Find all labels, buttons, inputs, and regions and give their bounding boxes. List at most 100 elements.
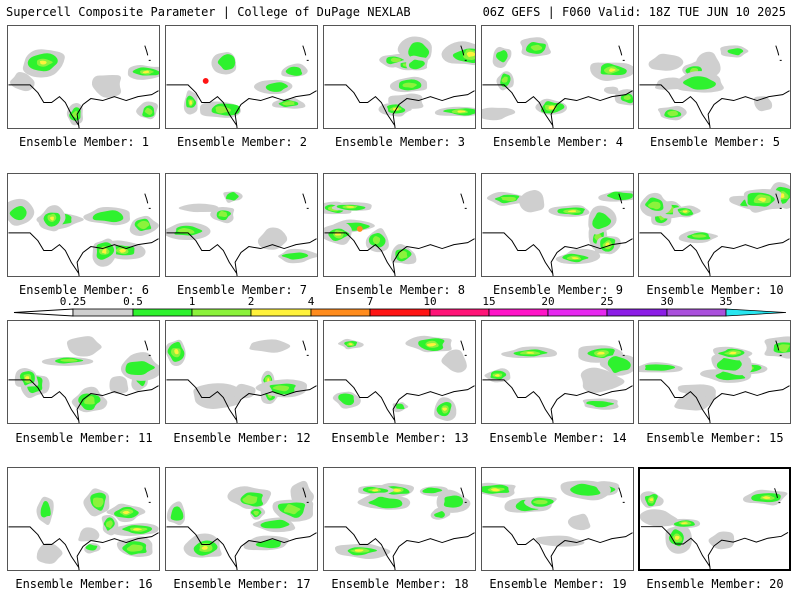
scp-contour (85, 544, 98, 551)
ensemble-member-label: Ensemble Member: 13 (331, 431, 469, 445)
scp-contour (189, 100, 193, 105)
scp-contour (729, 351, 737, 355)
ensemble-panel-11[interactable] (7, 320, 160, 424)
island-outline (460, 45, 467, 61)
scp-contour (193, 383, 242, 409)
colorbar-tick-label: 35 (719, 295, 733, 308)
coastline (324, 84, 475, 128)
scp-contour (368, 496, 403, 509)
ensemble-panel-19[interactable] (481, 467, 634, 571)
scp-contour (682, 210, 688, 213)
coastline (640, 526, 789, 569)
coastline (166, 379, 317, 423)
scp-contour (109, 376, 129, 394)
scp-contour (338, 393, 355, 406)
coastline (8, 232, 159, 276)
ensemble-member-label: Ensemble Member: 3 (334, 135, 466, 149)
colorbar-segment (666, 308, 727, 317)
scp-contour (133, 528, 142, 531)
colorbar-segment (72, 308, 134, 317)
ensemble-panel-5[interactable] (638, 25, 791, 129)
ensemble-panel-7[interactable] (165, 173, 318, 277)
ensemble-panel-9[interactable] (481, 173, 634, 277)
colorbar-low-end (13, 308, 74, 317)
ensemble-panel-20[interactable] (638, 467, 791, 571)
ensemble-panel-15[interactable] (638, 320, 791, 424)
colorbar-tick-label: 1 (188, 295, 196, 308)
coastline (8, 84, 159, 128)
ensemble-panel-4[interactable] (481, 25, 634, 129)
scp-contour (649, 498, 654, 502)
run-info: 06Z GEFS | F060 Valid: 18Z TUE JUN 10 20… (482, 5, 786, 19)
ensemble-member-label: Ensemble Member: 5 (649, 135, 781, 149)
scp-contour (92, 210, 124, 223)
island-outline (460, 193, 467, 209)
ensemble-panel-17[interactable] (165, 467, 318, 571)
scp-contour (285, 66, 303, 76)
scp-contour (105, 520, 113, 529)
colorbar-tick-label: 7 (366, 295, 374, 308)
scp-contour (265, 82, 288, 92)
ensemble-panel-8[interactable] (323, 173, 476, 277)
colorbar-segment (725, 308, 787, 317)
scp-contour (691, 234, 707, 238)
scp-contour (776, 344, 790, 353)
ensemble-panel-18[interactable] (323, 467, 476, 571)
scp-contour (282, 101, 295, 106)
scp-contour (441, 349, 467, 373)
scp-contour (217, 54, 236, 71)
scp-map (324, 36, 475, 128)
scp-map (639, 182, 790, 276)
scp-contour (640, 509, 679, 527)
scp-maximum (356, 225, 363, 232)
scp-contour (396, 403, 405, 410)
scp-contour (354, 549, 364, 552)
scp-maximum (202, 77, 209, 84)
coastline (639, 84, 790, 128)
island-outline (618, 487, 625, 503)
scp-contour (727, 48, 744, 56)
scp-map (166, 480, 317, 570)
scp-contour (92, 497, 104, 508)
scp-map (8, 45, 159, 128)
scp-map (482, 37, 633, 128)
ensemble-panel-16[interactable] (7, 467, 160, 571)
scp-contour (402, 82, 417, 88)
scp-contour (607, 356, 631, 373)
coastline (166, 526, 317, 570)
scp-contour (170, 506, 184, 521)
ensemble-panel-3[interactable] (323, 25, 476, 129)
scp-contour (592, 212, 612, 230)
scp-contour (390, 57, 401, 63)
ensemble-panel-10[interactable] (638, 173, 791, 277)
scp-contour (648, 201, 661, 210)
scp-contour (122, 510, 130, 515)
ensemble-panel-12[interactable] (165, 320, 318, 424)
ensemble-panel-1[interactable] (7, 25, 160, 129)
ensemble-member-label: Ensemble Member: 9 (492, 283, 624, 297)
ensemble-member-label: Ensemble Member: 19 (489, 577, 627, 591)
ensemble-member-label: Ensemble Member: 15 (646, 431, 784, 445)
scp-map (324, 482, 475, 570)
scp-contour (84, 395, 95, 405)
colorbar-segment (547, 308, 608, 317)
scp-contour (201, 545, 208, 550)
island-outline (144, 45, 151, 61)
colorbar-tick-label: 30 (660, 295, 674, 308)
scp-contour (346, 206, 355, 208)
coastline (482, 232, 633, 276)
scp-contour (36, 542, 63, 564)
ensemble-panel-14[interactable] (481, 320, 634, 424)
scp-contour (142, 70, 150, 74)
island-outline (775, 340, 782, 356)
colorbar-segment (488, 308, 549, 317)
ensemble-panel-2[interactable] (165, 25, 318, 129)
scp-contour (567, 513, 591, 531)
scp-contour (281, 252, 309, 260)
island-outline (302, 487, 309, 503)
ensemble-member-label: Ensemble Member: 1 (18, 135, 150, 149)
scp-contour (91, 74, 122, 98)
ensemble-panel-6[interactable] (7, 173, 160, 277)
scp-contour (526, 351, 535, 354)
ensemble-panel-13[interactable] (323, 320, 476, 424)
